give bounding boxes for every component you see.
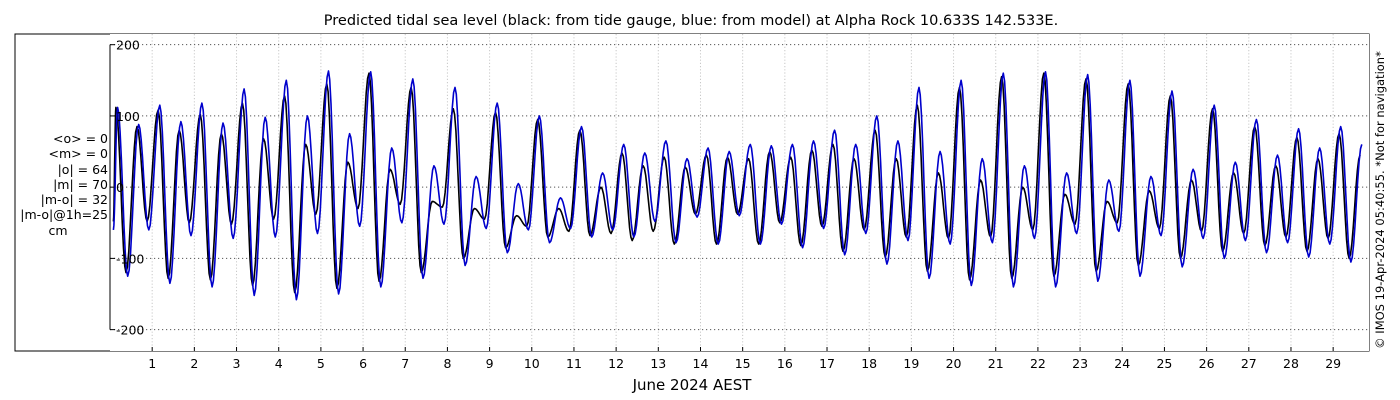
x-tick-label: 27 <box>1241 356 1257 371</box>
x-tick-label: 18 <box>861 356 877 371</box>
axes <box>109 44 1334 351</box>
x-tick-label: 21 <box>988 356 1004 371</box>
x-tick-label: 15 <box>735 356 751 371</box>
stat-abs-diff-1h: |m-o|@1h=25 <box>20 207 108 223</box>
tick-labels: 1 2 3 4 5 6 7 8 9 10 11 12 13 14 15 16 17 18 19 20 21 22 23 24 2… <box>116 38 1341 371</box>
y-tick-label: 0 <box>116 180 124 195</box>
x-tick-label: 13 <box>650 356 666 371</box>
y-tick-label: 200 <box>116 38 140 53</box>
x-tick-label: 16 <box>777 356 793 371</box>
stat-abs-observed: |o| = 64 <box>57 161 108 177</box>
x-tick-label: 9 <box>486 356 494 371</box>
x-tick-label: 25 <box>1156 356 1172 371</box>
x-tick-label: 29 <box>1325 356 1341 371</box>
x-axis-label: June 2024 AEST <box>632 376 753 394</box>
x-tick-label: 14 <box>693 356 709 371</box>
statistics-panel: <o> = 0 <m> = 0 |o| = 64 |m| = 70 |m-o| … <box>8 131 108 238</box>
x-tick-label: 22 <box>1030 356 1046 371</box>
y-tick-label: -200 <box>116 323 144 338</box>
x-tick-label: 19 <box>903 356 919 371</box>
x-tick-label: 7 <box>401 356 409 371</box>
copyright-text: © IMOS 19-Apr-2024 05:40:55. *Not for na… <box>1373 51 1387 349</box>
grid-lines <box>110 34 1369 351</box>
stat-unit: cm <box>48 222 68 238</box>
x-tick-label: 20 <box>946 356 962 371</box>
x-tick-label: 6 <box>359 356 367 371</box>
series-line-model <box>112 70 1363 301</box>
x-tick-label: 2 <box>190 356 198 371</box>
chart-title: Predicted tidal sea level (black: from t… <box>324 13 1058 29</box>
y-tick-label: 100 <box>116 109 140 124</box>
x-tick-label: 3 <box>233 356 241 371</box>
x-tick-label: 28 <box>1283 356 1299 371</box>
x-tick-label: 11 <box>566 356 582 371</box>
x-tick-label: 12 <box>608 356 624 371</box>
x-tick-label: 8 <box>443 356 451 371</box>
stat-mean-observed: <o> = 0 <box>53 131 108 146</box>
plot-area <box>110 34 1369 351</box>
x-tick-label: 24 <box>1114 356 1130 371</box>
series-layer <box>112 70 1363 301</box>
stat-abs-diff: |m-o| = 32 <box>40 192 108 208</box>
x-tick-label: 26 <box>1199 356 1215 371</box>
y-tick-label: -100 <box>116 251 144 266</box>
stat-abs-model: |m| = 70 <box>53 176 108 192</box>
x-tick-label: 10 <box>524 356 540 371</box>
stat-mean-model: <m> = 0 <box>48 146 109 162</box>
x-tick-label: 1 <box>148 356 156 371</box>
x-tick-label: 5 <box>317 356 325 371</box>
x-tick-label: 4 <box>275 356 283 371</box>
x-tick-label: 17 <box>819 356 835 371</box>
x-tick-label: 23 <box>1072 356 1088 371</box>
